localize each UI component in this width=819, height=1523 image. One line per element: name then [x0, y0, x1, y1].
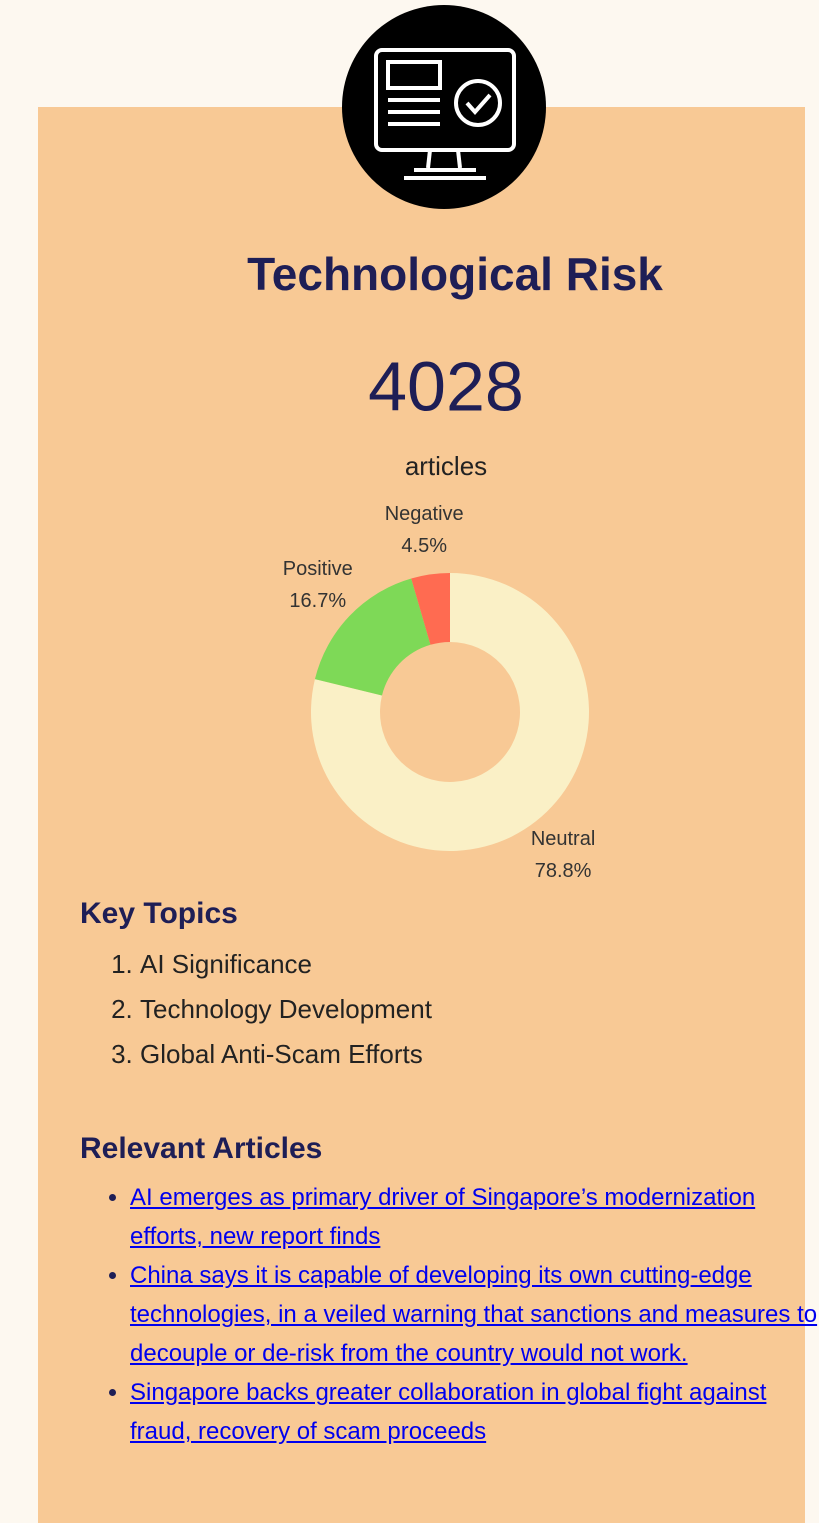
slice-value-label: 78.8% — [535, 860, 592, 882]
count-unit: articles — [405, 451, 487, 481]
slice-value-label: 16.7% — [289, 590, 346, 612]
chart: Technological Risk 4028 articles Neutral… — [247, 5, 663, 882]
slice-label: Positive — [283, 558, 353, 580]
slice-label: Negative — [385, 503, 464, 525]
count: 4028 — [368, 347, 524, 425]
article-link[interactable]: Singapore backs greater collaboration in… — [130, 1379, 767, 1445]
section-title: Key Topics — [80, 897, 238, 930]
article-item: Singapore backs greater collaboration in… — [130, 1373, 819, 1451]
pie-slice — [311, 573, 590, 851]
article-item: China says it is capable of developing i… — [130, 1256, 819, 1373]
article-link[interactable]: China says it is capable of developing i… — [130, 1262, 818, 1367]
topic-item: Global Anti-Scam Efforts — [140, 1032, 432, 1077]
section-title: Relevant Articles — [80, 1132, 323, 1165]
slice-label: Neutral — [531, 828, 595, 850]
icon — [342, 5, 546, 209]
pie-slice — [411, 573, 450, 645]
topic-item: AI Significance — [140, 942, 432, 987]
topic-list: AI SignificanceTechnology DevelopmentGlo… — [100, 942, 432, 1077]
slice-value-label: 4.5% — [401, 535, 447, 557]
pie-slice — [314, 578, 431, 696]
article-list: AI emerges as primary driver of Singapor… — [90, 1178, 819, 1451]
article-item: AI emerges as primary driver of Singapor… — [130, 1178, 819, 1256]
title: Technological Risk — [247, 248, 663, 300]
article-link[interactable]: AI emerges as primary driver of Singapor… — [130, 1184, 756, 1250]
topic-item: Technology Development — [140, 987, 432, 1032]
